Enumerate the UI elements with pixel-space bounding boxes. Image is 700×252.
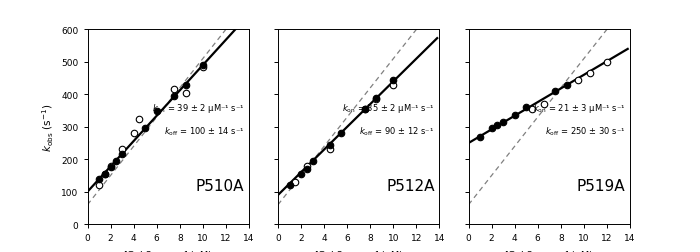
Point <box>359 107 370 111</box>
Point <box>151 109 162 113</box>
Y-axis label: $k_{\rm obs}$ (s$^{-1}$): $k_{\rm obs}$ (s$^{-1}$) <box>41 103 56 151</box>
Text: P519A: P519A <box>577 178 625 193</box>
Point <box>359 107 370 111</box>
Point <box>116 148 127 152</box>
Point <box>492 124 503 128</box>
Point <box>169 88 180 92</box>
Point <box>573 78 584 82</box>
Point <box>526 107 538 111</box>
Point <box>295 172 307 176</box>
Point <box>370 98 382 102</box>
Point <box>284 183 295 187</box>
Point <box>105 164 116 168</box>
Point <box>116 153 127 157</box>
Point <box>128 132 139 136</box>
Point <box>370 96 382 100</box>
Text: $k_{\rm on}$ = 21 ± 3 μM⁻¹ s⁻¹: $k_{\rm on}$ = 21 ± 3 μM⁻¹ s⁻¹ <box>533 101 625 114</box>
Text: $k_{\rm on}$ = 35 ± 2 μM⁻¹ s⁻¹: $k_{\rm on}$ = 35 ± 2 μM⁻¹ s⁻¹ <box>342 101 435 114</box>
Point <box>521 106 532 110</box>
Text: $k_{\rm off}$ = 100 ± 14 s⁻¹: $k_{\rm off}$ = 100 ± 14 s⁻¹ <box>164 125 244 137</box>
Point <box>301 164 312 168</box>
Point <box>134 117 145 121</box>
Point <box>290 180 301 184</box>
Point <box>324 143 335 147</box>
X-axis label: [Gab2$_{503\mathregular{-}524}$] ($\mu$M): [Gab2$_{503\mathregular{-}524}$] ($\mu$M… <box>314 248 404 252</box>
Point <box>388 83 399 87</box>
Point <box>550 90 561 94</box>
Point <box>180 91 191 95</box>
X-axis label: [Gab2$_{503\mathregular{-}524}$] ($\mu$M): [Gab2$_{503\mathregular{-}524}$] ($\mu$M… <box>505 248 594 252</box>
Point <box>197 66 209 70</box>
Point <box>105 166 116 170</box>
Point <box>93 177 104 181</box>
Point <box>307 159 318 163</box>
Point <box>111 159 122 163</box>
Text: $k_{\rm on}$ = 39 ± 2 μM⁻¹ s⁻¹: $k_{\rm on}$ = 39 ± 2 μM⁻¹ s⁻¹ <box>152 101 244 114</box>
X-axis label: [Gab2$_{503\mathregular{-}524}$] ($\mu$M): [Gab2$_{503\mathregular{-}524}$] ($\mu$M… <box>123 248 213 252</box>
Point <box>475 135 486 139</box>
Text: $k_{\rm off}$ = 250 ± 30 s⁻¹: $k_{\rm off}$ = 250 ± 30 s⁻¹ <box>545 125 625 137</box>
Point <box>509 114 520 118</box>
Point <box>561 83 572 87</box>
Point <box>388 78 399 82</box>
Text: P510A: P510A <box>195 178 244 193</box>
Point <box>169 94 180 99</box>
Point <box>601 60 612 65</box>
Point <box>99 172 111 176</box>
Point <box>93 183 104 187</box>
Point <box>538 103 549 107</box>
Point <box>197 64 209 68</box>
Point <box>324 148 335 152</box>
Point <box>301 167 312 171</box>
Text: $k_{\rm off}$ = 90 ± 12 s⁻¹: $k_{\rm off}$ = 90 ± 12 s⁻¹ <box>359 125 435 137</box>
Point <box>336 132 347 136</box>
Point <box>180 83 191 87</box>
Point <box>99 172 111 176</box>
Point <box>584 72 595 76</box>
Point <box>139 127 150 131</box>
Text: P512A: P512A <box>386 178 435 193</box>
Point <box>486 127 497 131</box>
Point <box>498 120 509 124</box>
